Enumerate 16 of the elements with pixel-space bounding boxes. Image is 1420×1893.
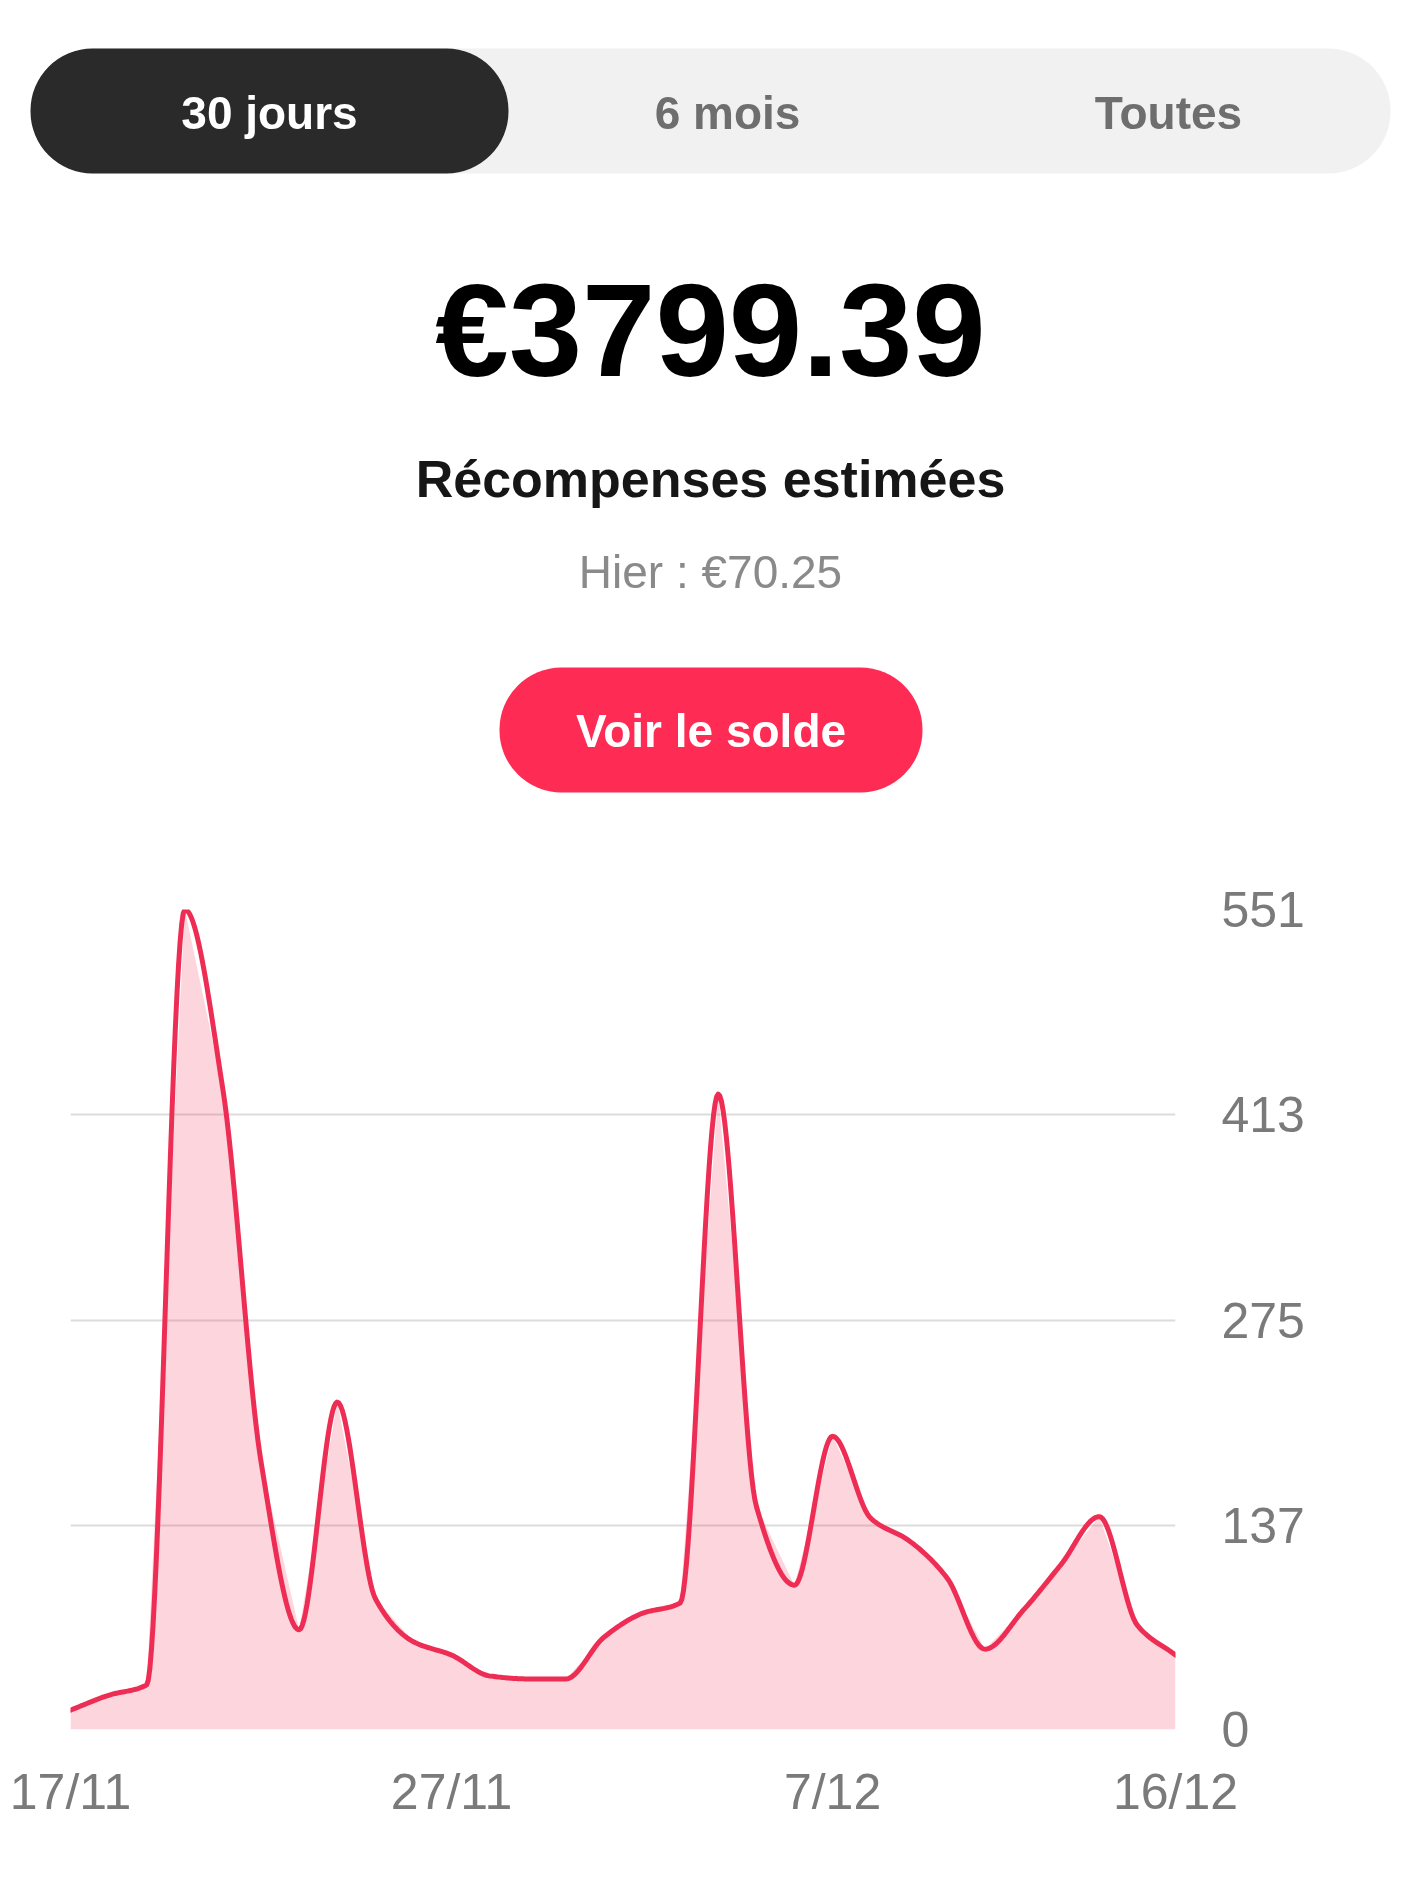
text: 6 mois — [654, 86, 801, 139]
text: Toutes — [1094, 86, 1243, 139]
x-tick-label: 7/12 — [783, 1763, 882, 1820]
x-tick-label: 27/11 — [390, 1763, 513, 1820]
y-tick-label: 275 — [1221, 1292, 1305, 1349]
text: Hier : €70.25 — [578, 545, 843, 598]
chart-subtitle: Récompenses estimées — [415, 449, 1006, 508]
text: Voir le solde — [575, 704, 847, 757]
y-tick-label: 0 — [1221, 1702, 1250, 1758]
y-tick-label: 551 — [1221, 882, 1305, 938]
x-tick-label: 16/12 — [1112, 1763, 1239, 1820]
y-tick-label: 413 — [1221, 1087, 1305, 1144]
x-tick-label: 17/11 — [9, 1763, 132, 1820]
y-tick-label: 137 — [1221, 1498, 1305, 1555]
chart-title: €3799.39 — [435, 257, 986, 404]
text: 30 jours — [181, 86, 358, 139]
